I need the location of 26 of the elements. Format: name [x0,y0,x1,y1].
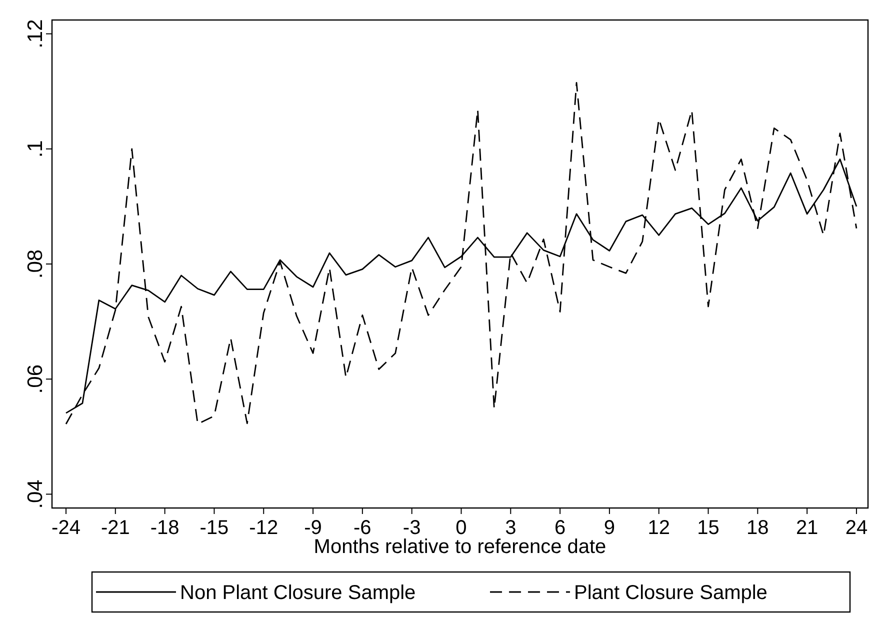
x-tick-label: -9 [304,517,322,539]
x-tick-label: -21 [100,517,130,539]
x-tick-label: -18 [150,517,180,539]
y-tick-label: .04 [24,479,47,509]
x-tick-label: 9 [604,517,616,539]
legend-label: Non Plant Closure Sample [180,582,416,604]
x-tick-label: 3 [505,517,516,539]
legend-label: Plant Closure Sample [574,582,768,604]
x-tick-label: 21 [796,517,818,539]
x-axis-title: Months relative to reference date [314,536,606,558]
x-tick-label: -6 [354,517,372,539]
x-tick-label: 0 [456,517,467,539]
x-tick-label: 24 [845,517,868,539]
x-tick-label: -3 [402,517,421,539]
x-tick-label: 15 [697,517,720,539]
y-tick-label: .08 [24,249,47,279]
x-tick-label: -12 [249,517,278,539]
y-tick-label: .12 [24,19,47,48]
y-tick-label: .06 [24,364,47,394]
x-tick-label: -15 [200,517,229,539]
line-series [65,82,858,425]
x-tick-label: -24 [52,517,80,539]
x-tick-label: 18 [746,517,769,539]
x-tick-label: 12 [648,517,670,539]
y-tick-label: .1 [24,140,47,158]
x-tick-label: 6 [554,517,566,539]
